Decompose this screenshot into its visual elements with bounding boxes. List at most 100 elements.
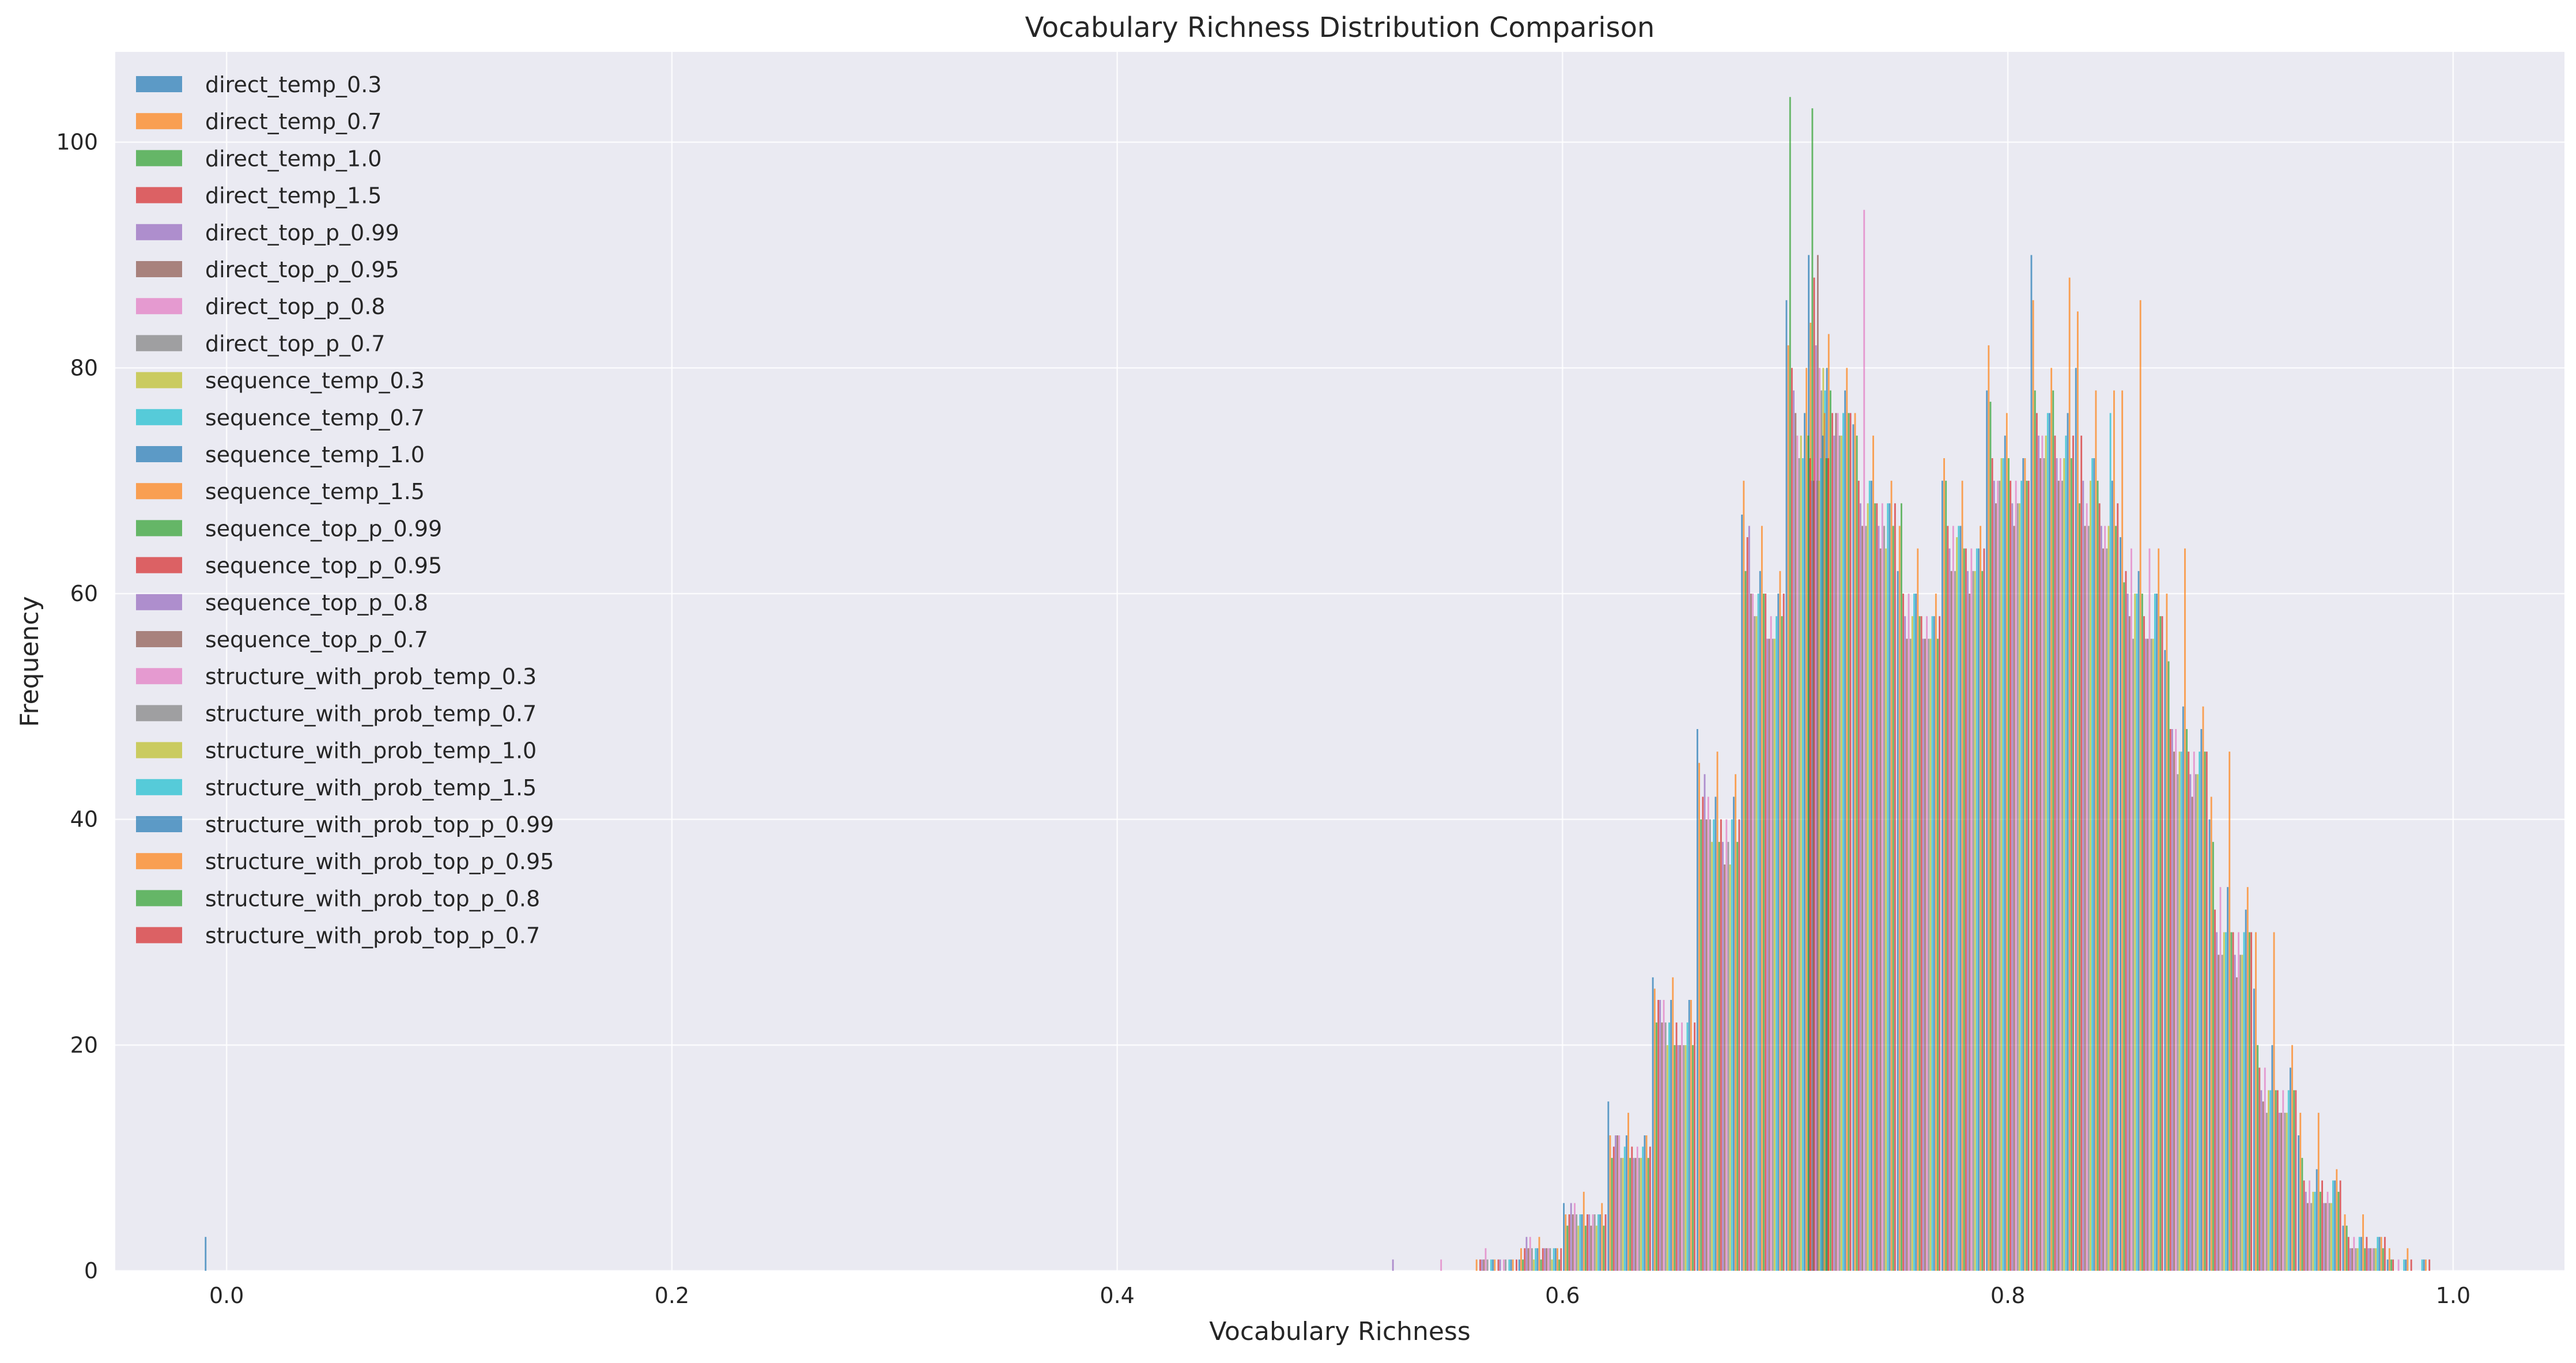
histogram-bar xyxy=(1718,841,1720,1271)
histogram-bar xyxy=(1527,1248,1529,1271)
histogram-bar xyxy=(1570,1203,1572,1271)
histogram-bar xyxy=(2145,639,2147,1271)
histogram-bar xyxy=(1959,526,1962,1271)
histogram-bar xyxy=(1582,1191,1585,1271)
legend-label: sequence_top_p_0.95 xyxy=(205,553,442,579)
histogram-bar xyxy=(1670,1000,1672,1271)
histogram-bar xyxy=(1576,1214,1578,1271)
histogram-bar xyxy=(2171,729,2173,1271)
histogram-bar xyxy=(1518,1259,1520,1271)
histogram-bar xyxy=(1597,1214,1599,1271)
histogram-bar xyxy=(1634,1158,1637,1271)
histogram-bar xyxy=(2268,1090,2269,1271)
histogram-bar xyxy=(1524,1248,1526,1271)
histogram-bar xyxy=(1983,548,1985,1271)
histogram-bar xyxy=(1542,1248,1544,1271)
histogram-bar xyxy=(2134,594,2136,1271)
series-sequence_top_p_0.7 xyxy=(1546,413,2371,1271)
histogram-bar xyxy=(1856,435,1858,1271)
histogram-bar xyxy=(2139,300,2141,1271)
histogram-bar xyxy=(1811,481,1813,1271)
histogram-bar xyxy=(1702,796,1704,1271)
histogram-bar xyxy=(2161,616,2163,1271)
histogram-bar xyxy=(1481,1259,1483,1271)
histogram-bar xyxy=(1645,1135,1648,1271)
histogram-bar xyxy=(1898,526,1901,1271)
histogram-bar xyxy=(2214,909,2216,1271)
histogram-bar xyxy=(1879,548,1882,1271)
histogram-bar xyxy=(1549,1248,1551,1271)
histogram-bar xyxy=(1508,1259,1510,1271)
histogram-bar xyxy=(1720,819,1722,1271)
histogram-bar xyxy=(1714,796,1717,1271)
histogram-bar xyxy=(2132,639,2134,1271)
histogram-bar xyxy=(1479,1259,1481,1271)
histogram-bar xyxy=(1483,1259,1485,1271)
histogram-bar xyxy=(1807,435,1810,1271)
series-structure_with_prob_temp_0.7 xyxy=(1505,435,2375,1271)
histogram-bar xyxy=(1950,571,1952,1271)
histogram-bar xyxy=(1629,1158,1631,1271)
histogram-bar xyxy=(1980,526,1982,1271)
histogram-bar xyxy=(1512,1259,1514,1271)
histogram-bar xyxy=(2079,503,2080,1271)
histogram-bar xyxy=(1761,526,1763,1271)
histogram-bar xyxy=(2364,1248,2366,1271)
histogram-bar xyxy=(2068,277,2071,1271)
histogram-bar xyxy=(1684,1045,1687,1271)
series-structure_with_prob_temp_1.5 xyxy=(1508,413,2423,1271)
histogram-bar xyxy=(2309,1180,2310,1271)
histogram-bar xyxy=(1798,458,1800,1271)
histogram-bar xyxy=(1901,503,1902,1271)
histogram-bar xyxy=(1612,1146,1615,1271)
histogram-bar xyxy=(2059,458,2061,1271)
histogram-bar xyxy=(2227,887,2228,1271)
histogram-bar xyxy=(2022,458,2024,1271)
histogram-bar xyxy=(2298,1135,2300,1271)
histogram-bar xyxy=(1547,1248,1550,1271)
chart-title: Vocabulary Richness Distribution Compari… xyxy=(1025,12,1655,44)
histogram-bar xyxy=(1840,435,1842,1271)
histogram-bar xyxy=(1881,503,1883,1271)
histogram-bar xyxy=(2184,548,2186,1271)
y-tick-label: 60 xyxy=(70,581,98,606)
histogram-bar xyxy=(1948,548,1951,1271)
histogram-bar xyxy=(1874,503,1876,1271)
histogram-bar xyxy=(2356,1248,2359,1271)
histogram-bar xyxy=(1825,458,1827,1271)
histogram-bar xyxy=(1849,413,1852,1271)
histogram-bar xyxy=(2299,1112,2302,1271)
histogram-bar xyxy=(1733,796,1735,1271)
histogram-bar xyxy=(1848,413,1850,1271)
histogram-bar xyxy=(1736,841,1739,1271)
histogram-bar xyxy=(1615,1135,1616,1271)
histogram-bar xyxy=(2111,481,2113,1271)
histogram-bar xyxy=(1945,481,1947,1271)
histogram-bar xyxy=(2316,1169,2318,1271)
histogram-bar xyxy=(2320,1191,2321,1271)
histogram-bar xyxy=(2175,729,2177,1271)
histogram-bar xyxy=(2228,752,2231,1271)
histogram-bar xyxy=(1579,1214,1581,1271)
histogram-bar xyxy=(2030,255,2033,1271)
histogram-bar xyxy=(2424,1259,2427,1271)
histogram-bar xyxy=(2234,954,2236,1271)
histogram-bar xyxy=(1503,1259,1505,1271)
histogram-bar xyxy=(2120,537,2121,1271)
legend-label: sequence_temp_1.0 xyxy=(205,442,425,467)
series-direct_top_p_0.8 xyxy=(1440,210,2400,1271)
histogram-bar xyxy=(1833,435,1835,1271)
histogram-bar xyxy=(2295,1090,2297,1271)
histogram-bar xyxy=(1947,526,1949,1271)
y-tick-label: 40 xyxy=(70,807,98,832)
histogram-bar xyxy=(2428,1259,2431,1271)
histogram-bar xyxy=(2178,752,2181,1271)
histogram-bar xyxy=(2265,1112,2268,1271)
histogram-bar xyxy=(1741,514,1743,1271)
legend-swatch xyxy=(136,520,182,537)
histogram-bar xyxy=(2314,1191,2316,1271)
histogram-bar xyxy=(1636,1146,1638,1271)
histogram-bar xyxy=(1757,594,1759,1271)
histogram-bar xyxy=(1846,368,1848,1271)
histogram-bar xyxy=(2097,481,2099,1271)
